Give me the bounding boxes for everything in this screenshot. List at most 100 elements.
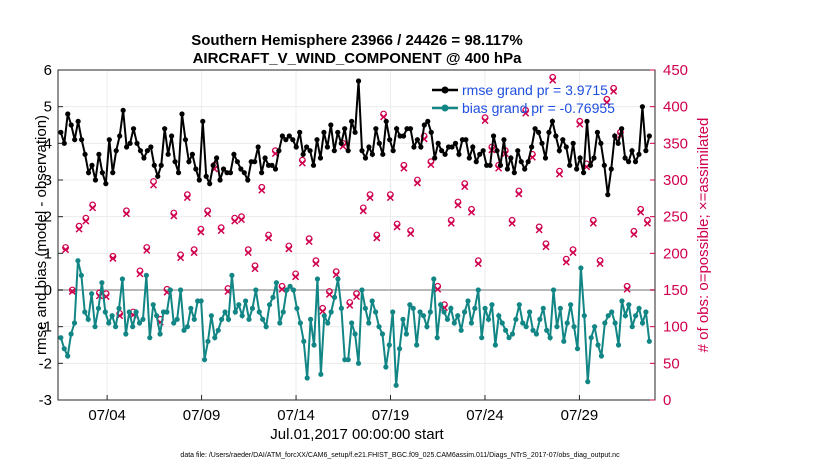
- series-point: [465, 298, 471, 304]
- series-point: [581, 313, 587, 319]
- obs-assimilated-point: [346, 301, 354, 309]
- obs-assimilated-stroke: [386, 194, 394, 202]
- series-point: [234, 159, 240, 165]
- series-point: [314, 137, 320, 143]
- obs-assimilated-stroke: [325, 290, 333, 298]
- obs-assimilated-point: [434, 285, 442, 293]
- series-point: [414, 137, 420, 143]
- series-point: [260, 316, 266, 322]
- series-point: [157, 331, 163, 337]
- obs-assimilated-point: [522, 109, 530, 117]
- series-point: [200, 118, 206, 124]
- obs-assimilated-stroke: [407, 230, 415, 238]
- y-tick-label: -3: [39, 392, 52, 409]
- y-right-tick-label: 50: [663, 355, 680, 372]
- series-point: [328, 122, 334, 128]
- series-point: [522, 166, 528, 172]
- series-point: [150, 302, 156, 308]
- series-point: [144, 148, 150, 154]
- series-point: [109, 313, 115, 319]
- series-point: [449, 144, 455, 150]
- series-point: [120, 107, 126, 113]
- series-point: [629, 324, 635, 330]
- series-point: [217, 177, 223, 183]
- series-point: [225, 316, 232, 322]
- obs-assimilated-stroke: [62, 246, 70, 254]
- obs-assimilated-stroke: [292, 273, 300, 281]
- series-point: [99, 280, 105, 286]
- obs-assimilated-point: [603, 98, 611, 106]
- series-point: [373, 126, 379, 132]
- obs-assimilated-stroke: [610, 87, 618, 95]
- series-point: [380, 151, 386, 157]
- series-point: [428, 129, 434, 135]
- series-point: [418, 144, 424, 150]
- series-point: [448, 305, 454, 311]
- series-point: [605, 192, 611, 198]
- series-point: [349, 320, 355, 326]
- series-point: [284, 287, 290, 293]
- series-point: [369, 151, 375, 157]
- series-point: [595, 342, 601, 348]
- series-point: [133, 309, 139, 315]
- series-point: [424, 324, 430, 330]
- obs-assimilated-stroke: [183, 194, 191, 202]
- series-point: [359, 148, 365, 154]
- series-point: [184, 324, 191, 330]
- x-tick-label: 07/19: [372, 407, 410, 424]
- obs-assimilated-point: [136, 270, 144, 278]
- series-point: [563, 144, 569, 150]
- series-point: [78, 272, 84, 278]
- y-axis-right-label: # of obs: o=possible; ×=assimilated: [695, 118, 712, 353]
- series-point: [501, 137, 507, 143]
- chart-subtitle: AIRCRAFT_V_WIND_COMPONENT @ 400 hPa: [193, 50, 523, 67]
- series-point: [328, 309, 334, 315]
- series-point: [186, 159, 192, 165]
- series-point: [212, 335, 218, 341]
- series-point: [479, 335, 485, 341]
- series-point: [529, 144, 535, 150]
- footer-file-path: data file: /Users/raeder/DAI/ATM_forcXX/…: [180, 452, 620, 459]
- series-point: [455, 313, 461, 319]
- series-point: [106, 137, 112, 143]
- obs-assimilated-stroke: [170, 212, 178, 220]
- series-point: [615, 342, 622, 348]
- series-point: [591, 155, 597, 161]
- series-point: [473, 159, 479, 165]
- chart-title: Southern Hemisphere 23966 / 24426 = 98.1…: [191, 32, 522, 49]
- series-point: [272, 166, 279, 172]
- series-point: [239, 313, 245, 319]
- series-point: [431, 276, 437, 282]
- obs-assimilated-stroke: [305, 238, 313, 246]
- series-point: [117, 133, 123, 139]
- obs-assimilated-stroke: [237, 216, 246, 224]
- series-point: [227, 170, 234, 176]
- series-point: [400, 133, 407, 139]
- series-point: [526, 309, 533, 315]
- series-point: [189, 151, 195, 157]
- series-point: [612, 133, 618, 139]
- series-point: [466, 155, 472, 161]
- obs-assimilated-stroke: [447, 219, 455, 227]
- obs-assimilated-point: [542, 243, 550, 251]
- obs-assimilated-point: [305, 238, 313, 246]
- obs-assimilated-point: [454, 201, 462, 209]
- series-point: [196, 177, 202, 183]
- series-point: [300, 151, 306, 157]
- y-right-tick-label: 200: [663, 245, 688, 262]
- series-point: [214, 155, 220, 161]
- obs-assimilated-stroke: [89, 204, 97, 212]
- obs-assimilated-stroke: [298, 159, 306, 167]
- obs-assimilated-point: [292, 273, 300, 281]
- series-point: [525, 159, 531, 165]
- series-point: [523, 324, 529, 330]
- series-point: [236, 302, 242, 308]
- series-point: [345, 357, 351, 363]
- series-point: [539, 140, 545, 146]
- series-point: [110, 170, 116, 176]
- obs-assimilated-point: [576, 120, 584, 128]
- series-point: [549, 118, 556, 124]
- series-point: [487, 162, 493, 168]
- series-point: [475, 287, 481, 293]
- series-point: [241, 170, 247, 176]
